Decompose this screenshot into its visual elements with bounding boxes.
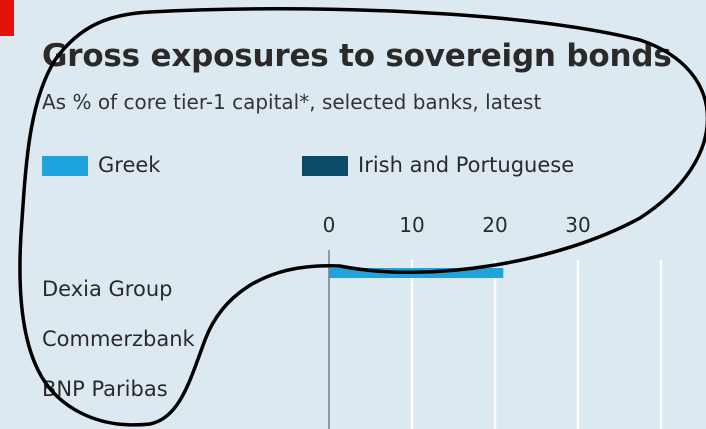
category-label: Commerzbank [42, 327, 196, 351]
x-tick-label: 30 [565, 213, 590, 237]
x-tick-label: 10 [399, 213, 424, 237]
accent-tab [0, 0, 14, 36]
legend-label-irish-portuguese: Irish and Portuguese [358, 153, 575, 177]
bars [329, 268, 504, 278]
bar [329, 268, 504, 278]
chart-title: Gross exposures to sovereign bonds [42, 38, 672, 74]
legend-swatch-irish-portuguese [302, 156, 348, 176]
x-tick-label: 20 [482, 213, 507, 237]
legend-swatch-greek [42, 156, 88, 176]
category-label: BNP Paribas [42, 377, 168, 401]
x-tick-label: 0 [323, 213, 336, 237]
chart-subtitle: As % of core tier-1 capital*, selected b… [42, 90, 542, 114]
category-label: Dexia Group [42, 277, 172, 301]
legend-label-greek: Greek [98, 153, 161, 177]
